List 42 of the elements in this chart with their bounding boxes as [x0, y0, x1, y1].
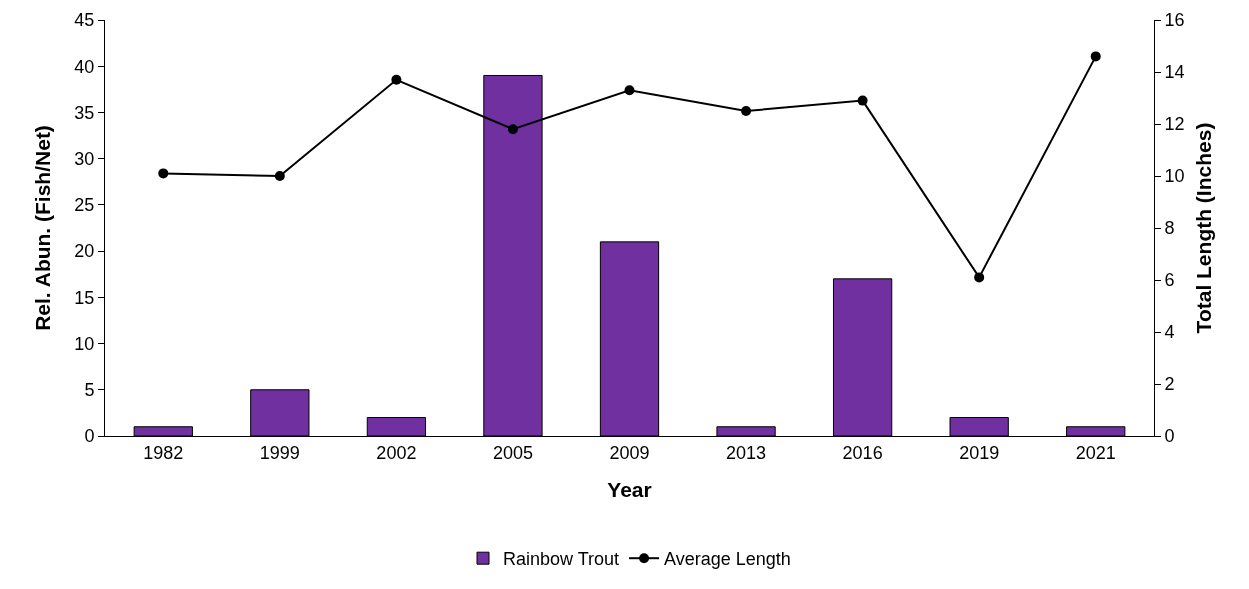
y2-tick-label: 8	[1164, 218, 1175, 239]
x-axis-title: Year	[607, 477, 652, 501]
point	[974, 272, 985, 283]
y2-axis-title: Total Length (Inches)	[1191, 122, 1215, 334]
y-tick-label: 45	[74, 10, 95, 31]
point	[507, 124, 518, 135]
y-axis-title: Rel. Abun. (Fish/Net)	[30, 125, 54, 331]
x-tick-label: 2005	[492, 442, 533, 463]
x-tick-label: 2021	[1075, 442, 1116, 463]
legend-label: Rainbow Trout	[503, 549, 620, 570]
point	[274, 171, 285, 181]
x-tick-label: 2009	[609, 442, 650, 463]
y2-tick-label: 6	[1164, 270, 1175, 291]
y2-tick-label: 10	[1164, 166, 1185, 187]
x-tick-label: 1982	[143, 442, 184, 463]
y2-tick-label: 14	[1164, 62, 1185, 83]
y2-tick-label: 12	[1164, 114, 1185, 135]
x-tick-label: 2013	[726, 442, 767, 463]
y-tick-label: 0	[84, 426, 95, 447]
y2-tick-label: 0	[1164, 426, 1175, 447]
point	[1090, 51, 1101, 62]
y-tick-label: 40	[74, 56, 95, 77]
y-tick-label: 5	[84, 380, 95, 401]
y2-tick-label: 4	[1164, 322, 1175, 343]
y-tick-label: 15	[74, 287, 95, 308]
point	[158, 168, 169, 179]
y2-tick-label: 16	[1164, 10, 1185, 31]
point	[391, 74, 402, 85]
x-tick-label: 2002	[376, 442, 417, 463]
point	[741, 106, 752, 116]
x-tick-label: 2016	[842, 442, 883, 463]
y-tick-label: 25	[74, 195, 95, 216]
y-tick-label: 35	[74, 102, 95, 123]
y-tick-label: 30	[74, 148, 95, 169]
y2-tick-label: 2	[1164, 374, 1175, 395]
x-tick-label: 2019	[959, 442, 1000, 463]
point	[857, 95, 868, 106]
y-tick-label: 20	[74, 241, 95, 262]
x-tick-label: 1999	[259, 442, 300, 463]
legend-label: Average Length	[664, 549, 791, 570]
point	[624, 85, 635, 96]
y-tick-label: 10	[74, 333, 95, 354]
